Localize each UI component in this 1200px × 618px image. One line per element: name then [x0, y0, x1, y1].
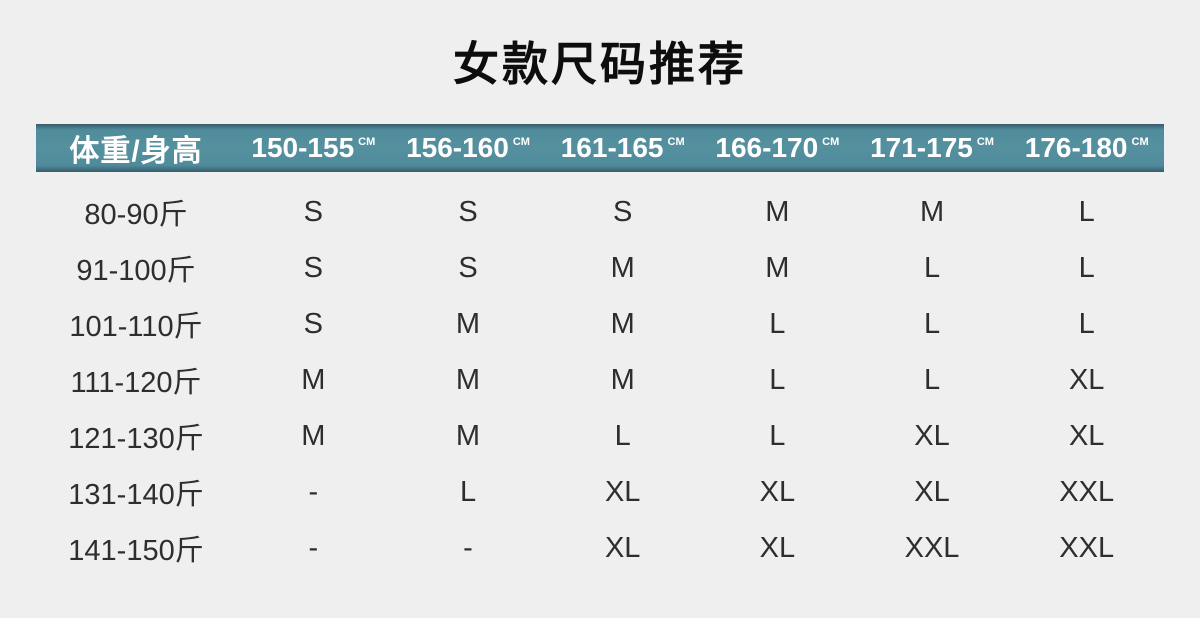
- size-cell: XL: [759, 475, 796, 508]
- weight-range-label: 101-110斤: [69, 311, 203, 343]
- unit-cm-label: CM: [822, 136, 840, 148]
- weight-range-label: 91-100斤: [76, 255, 196, 287]
- size-cell: S: [303, 195, 323, 228]
- size-cell: M: [610, 251, 635, 284]
- weight-range-label: 141-150斤: [68, 535, 204, 567]
- page-title: 女款尺码推荐: [453, 38, 747, 90]
- size-cell: -: [463, 531, 473, 564]
- size-cell: L: [1078, 251, 1095, 284]
- size-cell: L: [923, 363, 941, 396]
- weight-range-label: 121-130斤: [68, 423, 204, 455]
- height-range-value: 166-170: [715, 132, 819, 163]
- height-range-value: 171-175: [870, 132, 973, 163]
- size-cell: XXL: [1059, 531, 1115, 564]
- size-cell: M: [455, 363, 481, 396]
- height-range-value: 176-180: [1024, 132, 1128, 163]
- size-cell: S: [458, 251, 478, 284]
- column-header-weight-height: 体重/身高: [69, 135, 203, 168]
- size-cell: S: [303, 251, 323, 284]
- size-cell: XL: [914, 475, 950, 508]
- size-cell: L: [923, 251, 941, 284]
- size-cell: S: [303, 307, 323, 340]
- size-cell: XXL: [1059, 475, 1115, 508]
- size-cell: S: [458, 195, 478, 228]
- size-cell: L: [769, 419, 786, 452]
- size-cell: XL: [1068, 419, 1105, 452]
- size-cell: M: [455, 307, 481, 340]
- size-cell: M: [610, 363, 635, 396]
- height-range-value: 156-160: [406, 132, 509, 163]
- size-cell: XL: [604, 531, 641, 564]
- column-header-height-range: 150-155 CM: [236, 132, 391, 164]
- table-body: 80-90斤 S S S M M L 91-100斤 S S M M L L 101-110斤 S M M L L L 1…: [36, 172, 1164, 576]
- unit-cm-label: CM: [358, 136, 376, 148]
- size-cell: M: [301, 363, 326, 396]
- size-cell: L: [769, 363, 786, 396]
- size-table: 体重/身高 150-155 CM 156-160 CM 161-165 CM 166-170…: [36, 124, 1164, 576]
- size-cell: L: [459, 475, 477, 508]
- table-row: 101-110斤 S M M L L L: [36, 296, 1164, 352]
- unit-cm-label: CM: [1131, 136, 1149, 148]
- table-row: 111-120斤 M M M L L XL: [36, 352, 1164, 408]
- table-row: 91-100斤 S S M M L L: [36, 240, 1164, 296]
- size-cell: S: [613, 195, 633, 228]
- size-cell: M: [301, 419, 326, 452]
- size-cell: M: [610, 307, 635, 340]
- weight-range-label: 131-140斤: [68, 479, 204, 511]
- size-cell: XL: [1068, 363, 1105, 396]
- weight-range-label: 111-120斤: [70, 367, 202, 399]
- height-range-value: 161-165: [560, 132, 664, 163]
- weight-range-label: 80-90斤: [84, 199, 188, 231]
- unit-cm-label: CM: [667, 136, 685, 148]
- size-cell: -: [308, 475, 319, 508]
- size-cell: XXL: [904, 531, 960, 564]
- size-cell: -: [308, 531, 319, 564]
- size-cell: L: [769, 307, 786, 340]
- height-range-value: 150-155: [251, 132, 355, 163]
- size-cell: L: [614, 419, 631, 452]
- column-header-height-range: 156-160 CM: [391, 132, 546, 164]
- size-cell: L: [1078, 195, 1095, 228]
- size-cell: M: [919, 195, 945, 228]
- table-row: 121-130斤 M M L L XL XL: [36, 408, 1164, 464]
- column-header-height-range: 161-165 CM: [545, 132, 700, 164]
- size-cell: M: [455, 419, 481, 452]
- table-row: 141-150斤 - - XL XL XXL XXL: [36, 520, 1164, 576]
- column-header-height-range: 166-170 CM: [700, 132, 855, 164]
- size-cell: M: [765, 195, 790, 228]
- size-cell: M: [765, 251, 790, 284]
- column-header-height-range: 171-175 CM: [855, 132, 1010, 164]
- size-cell: L: [923, 307, 941, 340]
- size-cell: XL: [604, 475, 641, 508]
- size-cell: XL: [914, 419, 950, 452]
- size-cell: XL: [759, 531, 796, 564]
- unit-cm-label: CM: [512, 136, 530, 148]
- table-row: 80-90斤 S S S M M L: [36, 184, 1164, 240]
- unit-cm-label: CM: [976, 136, 994, 148]
- table-header-row: 体重/身高 150-155 CM 156-160 CM 161-165 CM 166-170…: [36, 124, 1164, 172]
- column-header-height-range: 176-180 CM: [1009, 132, 1164, 164]
- table-row: 131-140斤 - L XL XL XL XXL: [36, 464, 1164, 520]
- size-cell: L: [1078, 307, 1095, 340]
